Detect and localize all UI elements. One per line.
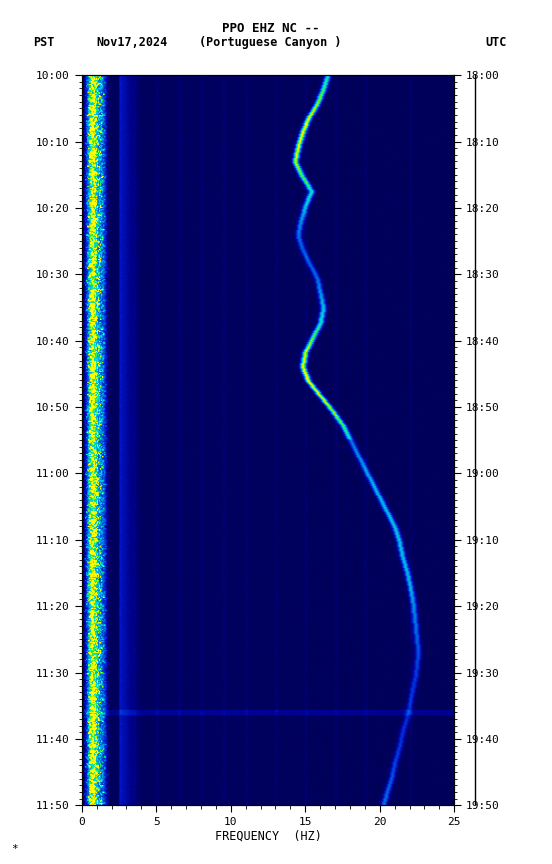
Text: PPO EHZ NC --: PPO EHZ NC -- bbox=[222, 22, 319, 35]
X-axis label: FREQUENCY  (HZ): FREQUENCY (HZ) bbox=[215, 829, 321, 842]
Text: PST: PST bbox=[33, 36, 55, 49]
Text: UTC: UTC bbox=[486, 36, 507, 49]
Text: *: * bbox=[11, 843, 18, 854]
Text: Nov17,2024: Nov17,2024 bbox=[97, 36, 168, 49]
Text: (Portuguese Canyon ): (Portuguese Canyon ) bbox=[199, 36, 342, 49]
